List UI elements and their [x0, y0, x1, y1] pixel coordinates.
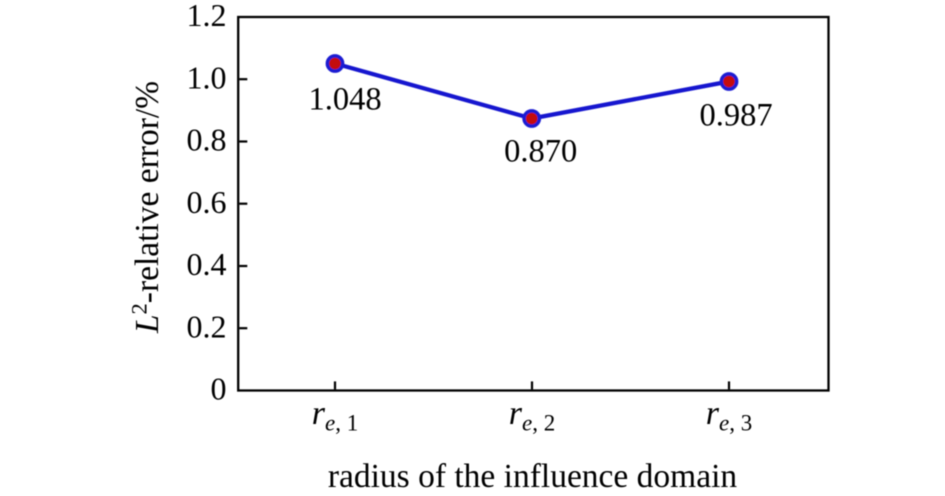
svg-text:re, 2: re, 2 [509, 395, 555, 436]
svg-text:L2-relative error/%: L2-relative error/% [127, 81, 167, 334]
svg-text:re, 3: re, 3 [706, 395, 752, 436]
svg-text:0.870: 0.870 [504, 134, 577, 170]
svg-text:0.6: 0.6 [187, 184, 227, 220]
svg-text:re, 1: re, 1 [312, 395, 358, 436]
svg-text:0.2: 0.2 [187, 308, 227, 344]
svg-text:0.8: 0.8 [187, 122, 227, 158]
svg-text:radius of the influence domain: radius of the influence domain [328, 458, 738, 495]
svg-text:0.987: 0.987 [699, 98, 772, 134]
svg-text:1.0: 1.0 [187, 59, 227, 95]
svg-text:0.4: 0.4 [187, 246, 227, 282]
svg-text:1.2: 1.2 [187, 0, 227, 33]
svg-text:0: 0 [211, 371, 227, 407]
svg-text:1.048: 1.048 [308, 82, 381, 118]
